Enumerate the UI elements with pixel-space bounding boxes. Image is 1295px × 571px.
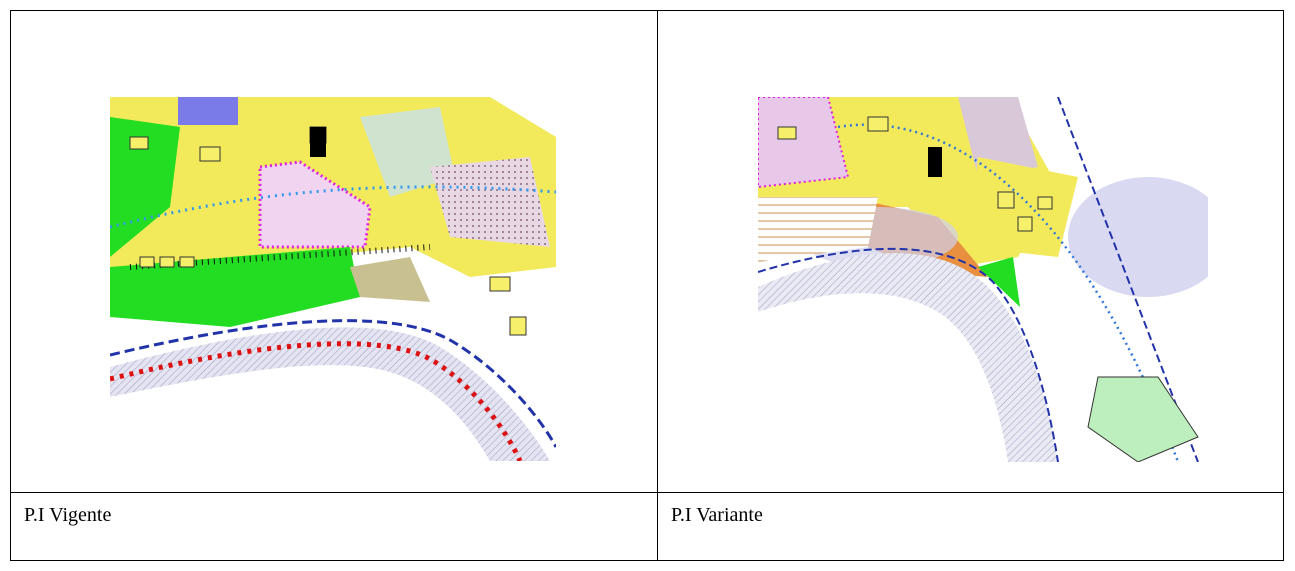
map-vigente <box>110 97 556 461</box>
caption: P.I Variante <box>671 504 763 527</box>
column-divider <box>657 11 658 560</box>
row-divider <box>11 492 1283 493</box>
map-variante <box>758 97 1208 462</box>
caption: P.I Vigente <box>24 504 111 527</box>
page: P.I Vigente P.I Variante (() => { const … <box>0 0 1295 571</box>
